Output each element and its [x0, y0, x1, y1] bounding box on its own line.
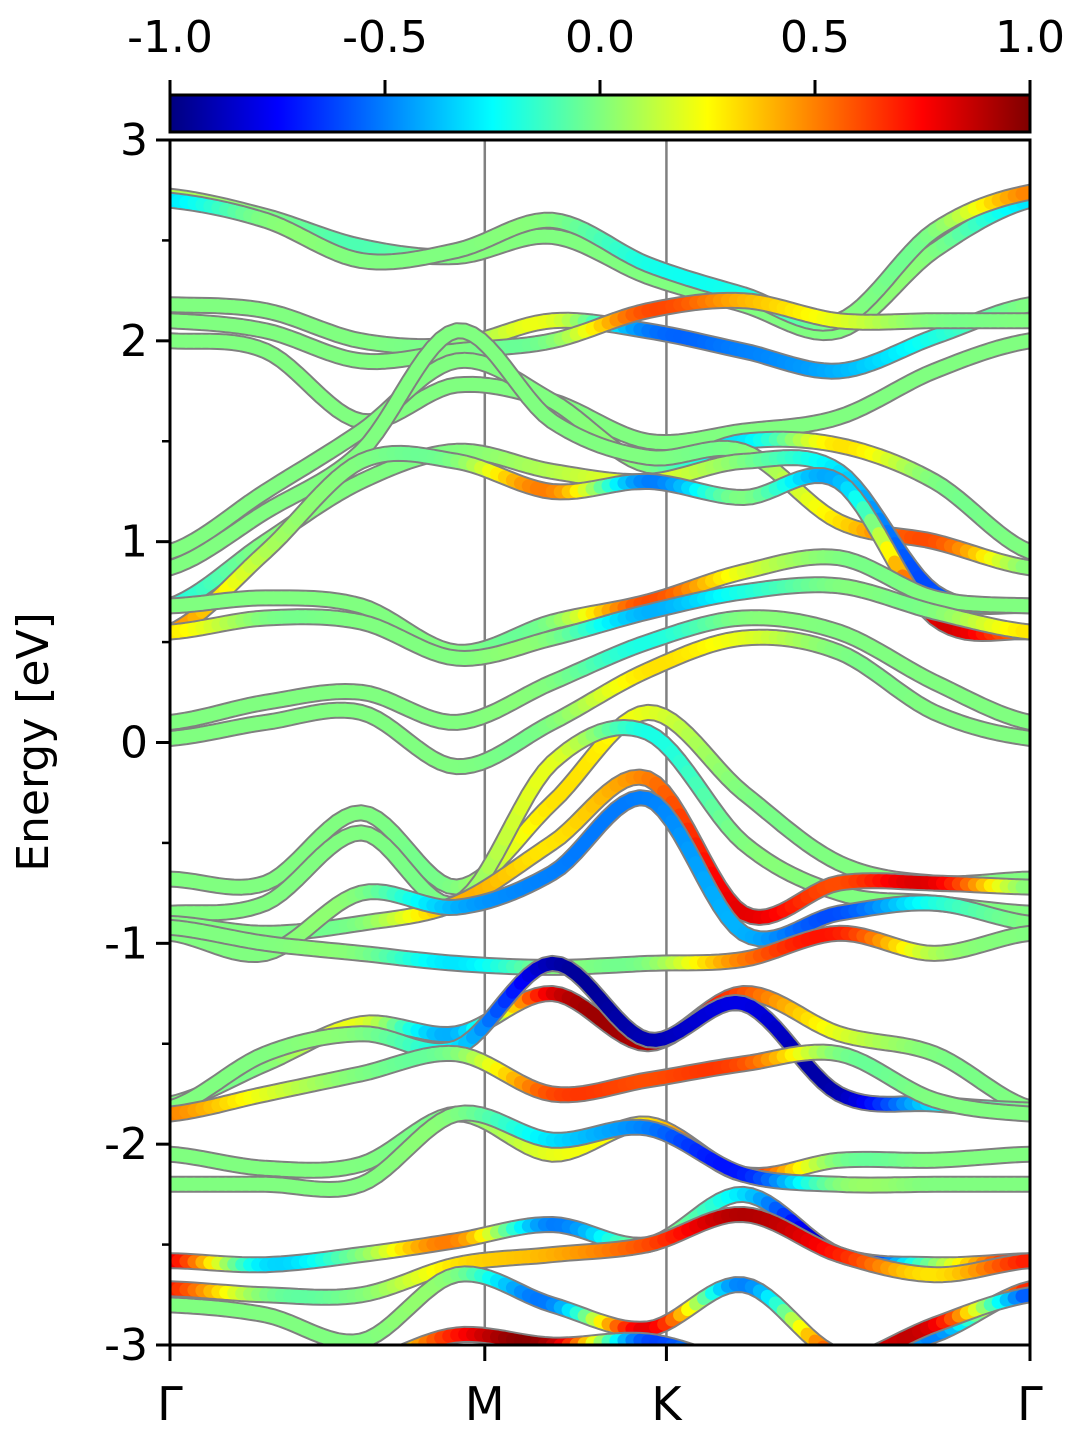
band-segment [673, 1341, 692, 1345]
band-segment [816, 1340, 832, 1345]
y-tick-label: 0 [120, 718, 148, 769]
colorbar: -1.0 -0.5 0.0 0.5 1.0 [127, 12, 1065, 134]
y-tick-label: -2 [104, 1119, 148, 1170]
band-segment [743, 1365, 751, 1366]
band-segment [831, 1365, 839, 1367]
band-segment [345, 1366, 353, 1367]
band-segment [888, 1343, 899, 1345]
colorbar-gradient [168, 93, 1032, 134]
colorbar-tick-label: 1.0 [995, 12, 1065, 63]
band-segment [719, 1360, 727, 1362]
band-segment [831, 1352, 839, 1355]
band-segment [847, 1361, 855, 1364]
band-segment [875, 1340, 893, 1345]
band-11 [170, 576, 1030, 667]
band-segment [807, 1369, 815, 1370]
band-25 [170, 1206, 1030, 1306]
band-segment [875, 1344, 882, 1345]
plot-area: -3 -2 -1 0 1 2 3 Γ M K Γ [104, 115, 1043, 1431]
band-12 [170, 609, 1030, 731]
band-segment [353, 1365, 361, 1366]
band-segment [839, 1355, 847, 1357]
y-ticks: -3 -2 -1 0 1 2 3 [104, 115, 170, 1371]
band-segment [704, 1355, 712, 1358]
colorbar-tick-label: 0.5 [780, 12, 850, 63]
band-4 [170, 291, 1030, 371]
band-segment [735, 1364, 743, 1365]
band-segment [361, 1364, 369, 1366]
band-segment [377, 1359, 385, 1362]
band-27 [345, 1286, 1030, 1370]
x-tick-label: M [465, 1377, 505, 1431]
band-segment [767, 1368, 775, 1369]
band-segment [863, 1354, 871, 1357]
band-10 [170, 548, 1030, 661]
band-segment [815, 1368, 823, 1369]
band-segment [871, 1354, 879, 1356]
band-26 [170, 1265, 1030, 1358]
band-segment [855, 1358, 863, 1361]
band-21 [170, 1043, 1030, 1123]
band-segment [696, 1353, 704, 1356]
band-13 [170, 628, 1030, 776]
band-20 [170, 954, 1030, 1119]
band-segment [839, 1363, 847, 1365]
band-segment [369, 1361, 377, 1363]
y-tick-label: 2 [120, 316, 148, 367]
y-tick-label: 1 [120, 517, 148, 568]
colorbar-tick-label: -0.5 [342, 12, 428, 63]
band-23 [170, 1104, 1030, 1198]
y-tick-label: 3 [120, 115, 148, 166]
y-tick-label: -1 [104, 918, 148, 969]
band-segment [712, 1358, 720, 1360]
band-segment [683, 1343, 693, 1345]
band-segment [863, 1356, 871, 1357]
band-segment [890, 1340, 909, 1345]
x-tick-label: K [651, 1377, 683, 1431]
band-segment [404, 1339, 424, 1345]
band-segment [823, 1367, 831, 1368]
y-tick-label: -3 [104, 1320, 148, 1371]
band-segment [879, 1352, 887, 1354]
band-segment [393, 1353, 401, 1356]
band-segment [385, 1356, 393, 1359]
band-segment [727, 1362, 735, 1364]
band-segment [402, 1342, 414, 1345]
band-segment [847, 1357, 855, 1358]
colorbar-ticks: -1.0 -0.5 0.0 0.5 1.0 [127, 12, 1065, 95]
colorbar-tick-label: -1.0 [127, 12, 213, 63]
x-tick-label: Γ [1017, 1377, 1043, 1431]
band-segment [759, 1367, 767, 1368]
x-tick-label: Γ [157, 1377, 183, 1431]
band-segment [751, 1366, 759, 1367]
colorbar-tick-label: 0.0 [565, 12, 635, 63]
y-axis-label: Energy [eV] [8, 612, 59, 872]
bands [170, 183, 1030, 1370]
